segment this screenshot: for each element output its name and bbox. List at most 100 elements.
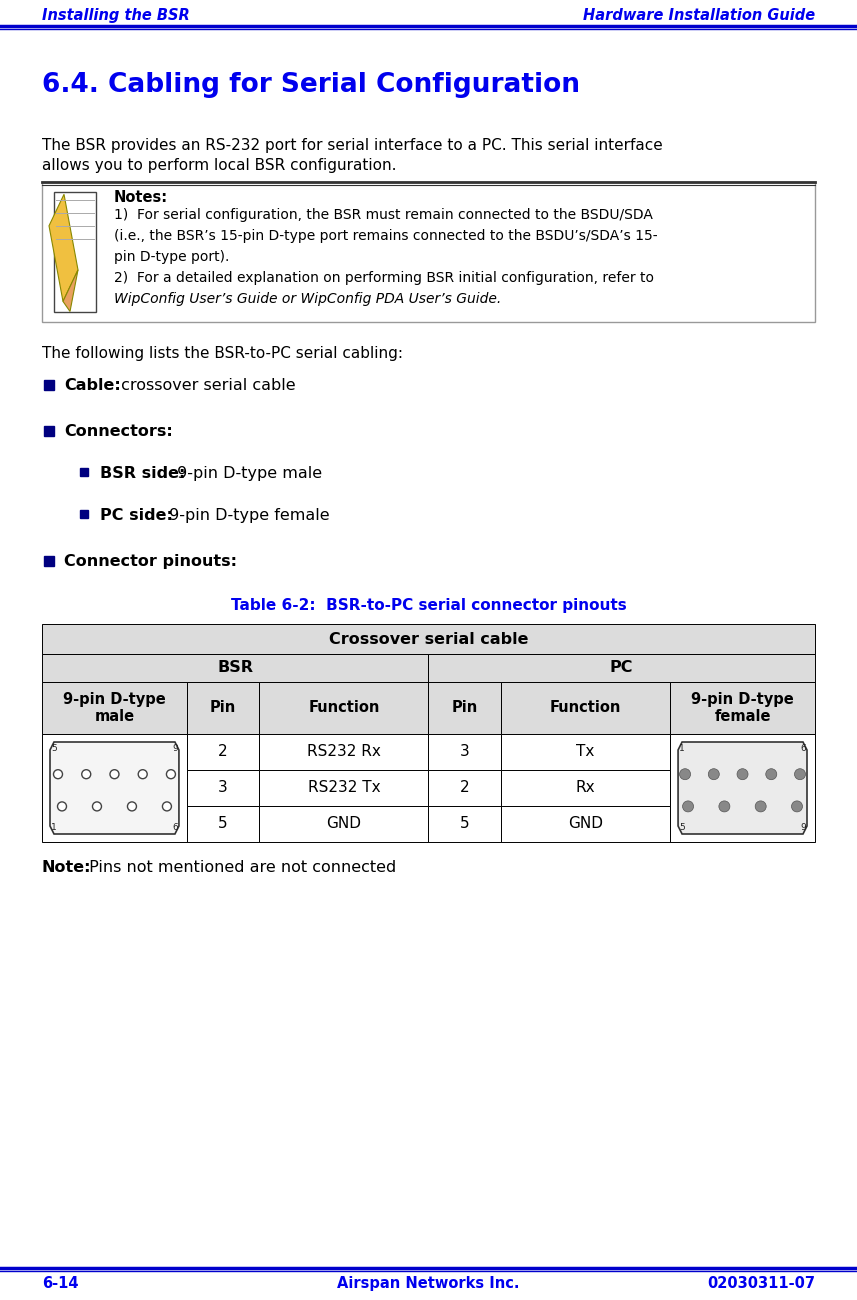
Bar (428, 806, 501, 842)
Text: GND: GND (568, 816, 603, 832)
Circle shape (53, 770, 63, 779)
Bar (428, 734, 501, 770)
Text: 1)  For serial configuration, the BSR must remain connected to the BSDU/SDA: 1) For serial configuration, the BSR mus… (114, 208, 653, 222)
Text: allows you to perform local BSR configuration.: allows you to perform local BSR configur… (42, 159, 397, 173)
Text: 9-pin D-type
male: 9-pin D-type male (63, 692, 166, 724)
Text: 5: 5 (460, 816, 470, 832)
Bar (260, 734, 428, 770)
Text: Table 6-2:  BSR-to-PC serial connector pinouts: Table 6-2: BSR-to-PC serial connector pi… (231, 598, 626, 614)
Text: 9-pin D-type female: 9-pin D-type female (164, 508, 330, 523)
Text: Connectors:: Connectors: (64, 424, 173, 439)
Circle shape (81, 770, 91, 779)
Text: Cable:: Cable: (64, 378, 121, 393)
Bar (42, 682, 187, 734)
Text: BSR: BSR (218, 660, 254, 676)
Text: 02030311-07: 02030311-07 (707, 1277, 815, 1291)
Polygon shape (49, 194, 78, 302)
Text: Notes:: Notes: (114, 190, 168, 205)
Bar (670, 734, 815, 842)
Bar (428, 770, 501, 806)
Text: Function: Function (309, 701, 380, 715)
Bar (428, 682, 501, 734)
Polygon shape (678, 742, 807, 835)
Text: pin D-type port).: pin D-type port). (114, 250, 230, 264)
Circle shape (792, 801, 802, 812)
Bar (187, 734, 260, 770)
Bar (42, 624, 815, 654)
Bar (44, 426, 54, 436)
Text: BSR side:: BSR side: (100, 465, 185, 481)
Circle shape (128, 802, 136, 811)
Text: Note:: Note: (42, 861, 92, 875)
Text: Function: Function (550, 701, 621, 715)
Text: PC side:: PC side: (100, 508, 173, 523)
Text: The following lists the BSR-to-PC serial cabling:: The following lists the BSR-to-PC serial… (42, 346, 403, 361)
Text: Crossover serial cable: Crossover serial cable (329, 632, 528, 646)
Bar (42, 654, 428, 682)
Bar (501, 682, 670, 734)
Text: WipConfig User’s Guide or WipConfig PDA User’s Guide.: WipConfig User’s Guide or WipConfig PDA … (114, 292, 501, 306)
Text: Pins not mentioned are not connected: Pins not mentioned are not connected (84, 861, 396, 875)
Bar (187, 770, 260, 806)
Bar (42, 182, 815, 322)
Circle shape (719, 801, 730, 812)
Text: 5: 5 (51, 744, 57, 753)
Circle shape (794, 768, 806, 780)
Text: 2)  For a detailed explanation on performing BSR initial configuration, refer to: 2) For a detailed explanation on perform… (114, 270, 654, 285)
Text: 1: 1 (679, 744, 685, 753)
Text: 6-14: 6-14 (42, 1277, 79, 1291)
Text: 3: 3 (219, 780, 228, 796)
Bar (44, 556, 54, 566)
Bar (501, 734, 670, 770)
Bar (428, 654, 815, 682)
Bar (501, 770, 670, 806)
Circle shape (737, 768, 748, 780)
Text: RS232 Rx: RS232 Rx (307, 745, 381, 759)
Polygon shape (50, 742, 179, 835)
Circle shape (110, 770, 119, 779)
Text: 2: 2 (460, 780, 470, 796)
Text: 2: 2 (219, 745, 228, 759)
Text: 6.4. Cabling for Serial Configuration: 6.4. Cabling for Serial Configuration (42, 72, 580, 98)
Text: Pin: Pin (452, 701, 478, 715)
Circle shape (57, 802, 67, 811)
Text: 5: 5 (679, 823, 685, 832)
Circle shape (138, 770, 147, 779)
Text: Installing the BSR: Installing the BSR (42, 8, 189, 23)
Bar (187, 682, 260, 734)
Text: RS232 Tx: RS232 Tx (308, 780, 381, 796)
Bar (260, 806, 428, 842)
Bar (42, 734, 187, 842)
Circle shape (755, 801, 766, 812)
Circle shape (766, 768, 776, 780)
Text: 1: 1 (51, 823, 57, 832)
Bar (260, 770, 428, 806)
Bar (54, 192, 96, 312)
Text: The BSR provides an RS-232 port for serial interface to a PC. This serial interf: The BSR provides an RS-232 port for seri… (42, 138, 662, 153)
Text: GND: GND (327, 816, 362, 832)
Bar (80, 510, 88, 517)
Bar (501, 806, 670, 842)
Bar (80, 468, 88, 476)
Text: 9-pin D-type
female: 9-pin D-type female (691, 692, 794, 724)
Circle shape (163, 802, 171, 811)
Bar (44, 380, 54, 390)
Text: PC: PC (610, 660, 633, 676)
Text: Rx: Rx (576, 780, 596, 796)
Text: Tx: Tx (576, 745, 595, 759)
Text: 9-pin D-type male: 9-pin D-type male (172, 465, 322, 481)
Text: 5: 5 (219, 816, 228, 832)
Text: (i.e., the BSR’s 15-pin D-type port remains connected to the BSDU’s/SDA’s 15-: (i.e., the BSR’s 15-pin D-type port rema… (114, 229, 657, 243)
Text: Pin: Pin (210, 701, 237, 715)
Text: crossover serial cable: crossover serial cable (116, 378, 296, 393)
Polygon shape (63, 270, 78, 312)
Circle shape (166, 770, 176, 779)
Text: 6: 6 (800, 744, 806, 753)
Text: 9: 9 (172, 744, 177, 753)
Text: 9: 9 (800, 823, 806, 832)
Text: Hardware Installation Guide: Hardware Installation Guide (583, 8, 815, 23)
Circle shape (682, 801, 693, 812)
Bar (670, 682, 815, 734)
Circle shape (680, 768, 691, 780)
Bar (187, 806, 260, 842)
